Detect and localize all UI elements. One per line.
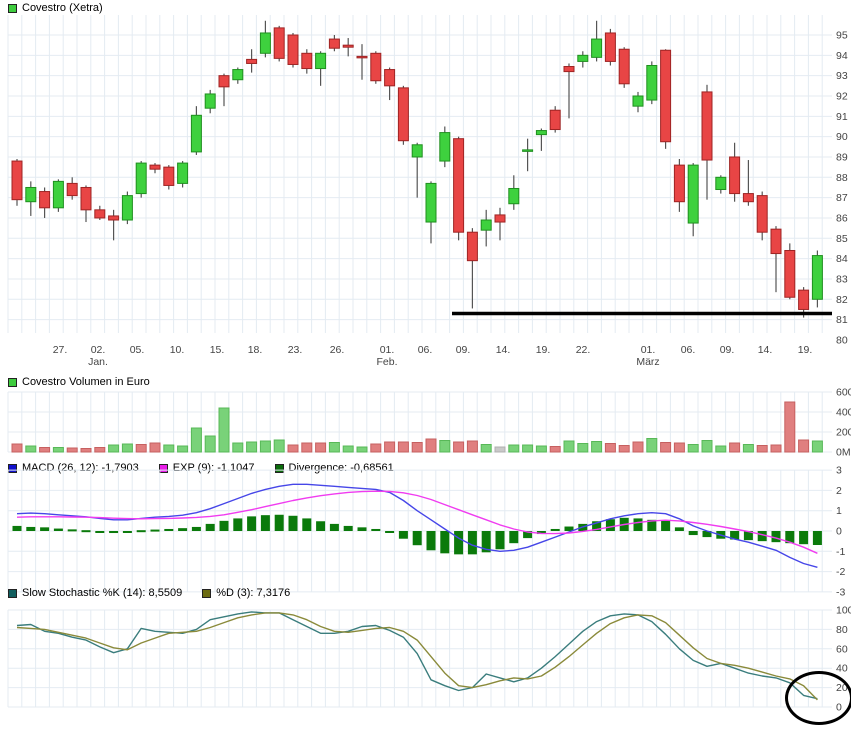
svg-text:400M: 400M xyxy=(836,407,851,419)
svg-text:01.: 01. xyxy=(641,344,656,356)
svg-text:3: 3 xyxy=(836,466,842,477)
svg-text:22.: 22. xyxy=(576,344,591,356)
svg-text:88: 88 xyxy=(836,172,848,184)
volume-legend: Covestro Volumen in Euro xyxy=(8,376,150,388)
circle-annotation xyxy=(785,671,851,725)
svg-text:82: 82 xyxy=(836,294,848,306)
svg-text:14.: 14. xyxy=(758,344,773,356)
svg-text:83: 83 xyxy=(836,273,848,285)
stochastic-legend: Slow Stochastic %K (14): 8,5509 %D (3): … xyxy=(8,587,290,599)
svg-text:23.: 23. xyxy=(288,344,303,356)
price-series-swatch-icon xyxy=(8,3,17,13)
svg-text:06.: 06. xyxy=(418,344,433,356)
svg-text:18.: 18. xyxy=(248,344,263,356)
svg-text:84: 84 xyxy=(836,253,848,265)
svg-text:80: 80 xyxy=(836,624,848,636)
svg-text:92: 92 xyxy=(836,90,848,102)
svg-text:15.: 15. xyxy=(210,344,225,356)
svg-text:Jan.: Jan. xyxy=(88,356,108,368)
svg-text:86: 86 xyxy=(836,212,848,224)
svg-text:09.: 09. xyxy=(456,344,471,356)
divergence-label: Divergence: -0,68561 xyxy=(288,462,394,474)
svg-text:94: 94 xyxy=(836,50,848,62)
svg-text:81: 81 xyxy=(836,314,848,326)
divergence-legend-item: Divergence: -0,68561 xyxy=(274,462,394,474)
divergence-swatch-icon xyxy=(274,463,284,473)
volume-legend-item: Covestro Volumen in Euro xyxy=(8,376,150,388)
svg-text:80: 80 xyxy=(836,334,848,346)
volume-bar-chart: 600M 400M 200M 0M xyxy=(7,388,851,457)
svg-text:0: 0 xyxy=(836,526,842,538)
svg-text:600M: 600M xyxy=(836,388,851,399)
svg-text:Feb.: Feb. xyxy=(376,356,397,368)
svg-text:14.: 14. xyxy=(496,344,511,356)
volume-series-label: Covestro Volumen in Euro xyxy=(22,376,150,388)
svg-text:100: 100 xyxy=(836,605,851,617)
stochastic-d-label: %D (3): 7,3176 xyxy=(216,587,291,599)
stochastic-d-swatch-icon xyxy=(202,588,212,598)
svg-text:März: März xyxy=(636,356,659,368)
price-legend: Covestro (Xetra) xyxy=(8,2,103,14)
price-series-label: Covestro (Xetra) xyxy=(22,2,103,14)
svg-text:93: 93 xyxy=(836,70,848,82)
macd-indicator-chart: 3 2 1 0 -1 -2 -3 xyxy=(7,466,845,598)
svg-text:87: 87 xyxy=(836,192,848,204)
svg-text:09.: 09. xyxy=(720,344,735,356)
svg-text:60: 60 xyxy=(836,643,848,655)
svg-text:95: 95 xyxy=(836,30,848,42)
stochastic-d-legend-item: %D (3): 7,3176 xyxy=(202,587,290,599)
svg-text:91: 91 xyxy=(836,111,848,123)
price-candlestick-chart: 95 94 93 92 91 90 89 88 87 86 85 84 83 82 81 80 27. 02.Ja… xyxy=(7,15,848,368)
svg-text:-2: -2 xyxy=(836,566,845,578)
svg-text:-1: -1 xyxy=(836,546,845,558)
svg-text:200M: 200M xyxy=(836,427,851,439)
stochastic-k-swatch-icon xyxy=(8,588,17,598)
svg-text:02.: 02. xyxy=(91,344,106,356)
exp-line-swatch-icon xyxy=(158,463,168,473)
svg-text:1: 1 xyxy=(836,505,842,517)
macd-line-label: MACD (26, 12): -1,7903 xyxy=(22,462,139,474)
macd-legend-item: MACD (26, 12): -1,7903 xyxy=(8,462,139,474)
svg-text:-3: -3 xyxy=(836,586,845,598)
exp-legend-item: EXP (9): -1,1047 xyxy=(158,462,255,474)
svg-text:05.: 05. xyxy=(130,344,145,356)
volume-series-swatch-icon xyxy=(8,377,17,387)
svg-text:0M: 0M xyxy=(836,447,851,457)
price-legend-item: Covestro (Xetra) xyxy=(8,2,103,14)
svg-text:89: 89 xyxy=(836,151,848,163)
macd-legend: MACD (26, 12): -1,7903 EXP (9): -1,1047 … xyxy=(8,462,394,474)
svg-text:19.: 19. xyxy=(536,344,551,356)
svg-text:26.: 26. xyxy=(330,344,345,356)
svg-text:10.: 10. xyxy=(170,344,185,356)
svg-text:06.: 06. xyxy=(681,344,696,356)
svg-text:19.: 19. xyxy=(798,344,813,356)
stochastic-k-label: Slow Stochastic %K (14): 8,5509 xyxy=(22,587,183,599)
svg-text:01.: 01. xyxy=(380,344,395,356)
svg-text:2: 2 xyxy=(836,485,842,497)
stochastic-k-legend-item: Slow Stochastic %K (14): 8,5509 xyxy=(8,587,182,599)
svg-text:90: 90 xyxy=(836,131,848,143)
exp-line-label: EXP (9): -1,1047 xyxy=(172,462,255,474)
macd-line-swatch-icon xyxy=(8,463,17,473)
svg-text:85: 85 xyxy=(836,233,848,245)
svg-text:27.: 27. xyxy=(53,344,68,356)
svg-text:40: 40 xyxy=(836,663,848,675)
